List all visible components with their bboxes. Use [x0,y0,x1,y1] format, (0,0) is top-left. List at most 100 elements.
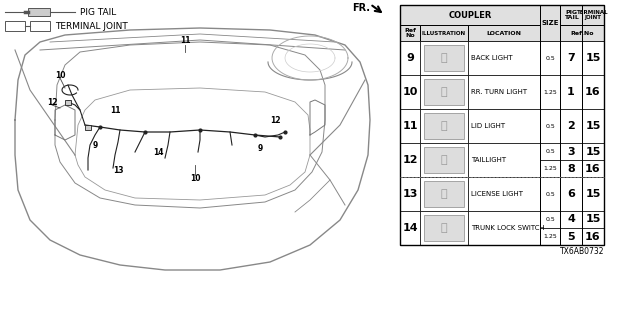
Text: 9: 9 [257,143,262,153]
Bar [420,177,468,211]
Text: TAILLIGHT: TAILLIGHT [471,157,506,163]
Text: 0.5: 0.5 [545,217,555,222]
Bar [540,160,560,177]
Text: 13: 13 [113,165,124,174]
Bar [424,45,464,71]
Bar [560,25,604,41]
Bar [400,41,420,75]
Bar [540,5,560,41]
Bar [540,177,560,211]
Text: 0.5: 0.5 [545,149,555,154]
Text: PIG
TAIL: PIG TAIL [564,10,579,20]
Bar [560,211,582,228]
Bar [424,147,464,173]
Text: 10: 10 [403,87,418,97]
Bar [400,75,420,109]
Text: 7: 7 [567,53,575,63]
Bar [540,143,560,160]
Text: RR. TURN LIGHT: RR. TURN LIGHT [471,89,527,95]
Bar [540,211,560,228]
Text: ⬛: ⬛ [441,87,447,97]
Text: 11: 11 [180,36,190,44]
Bar [424,181,464,207]
Text: TERMINAL
JOINT: TERMINAL JOINT [577,10,609,20]
Bar [420,25,468,41]
Text: 13: 13 [403,189,418,199]
Bar [560,109,582,143]
Text: 16: 16 [585,87,601,97]
Bar [582,41,604,75]
Bar [582,5,604,25]
Bar [420,143,468,177]
Text: 11: 11 [403,121,418,131]
Bar [560,75,582,109]
Bar [582,228,604,245]
Text: 14: 14 [153,148,163,156]
Text: COUPLER: COUPLER [448,11,492,20]
Text: 3: 3 [567,147,575,156]
Text: 9: 9 [92,140,98,149]
Text: TERMINAL JOINT: TERMINAL JOINT [55,21,128,30]
Text: ⬛: ⬛ [441,223,447,233]
Bar [468,25,540,41]
Bar [540,41,560,75]
Bar [468,109,540,143]
Text: 4: 4 [567,214,575,225]
Bar [560,143,582,160]
Bar [65,100,71,105]
Bar [400,25,420,41]
Text: 15: 15 [586,121,601,131]
Bar [582,143,604,160]
Text: 1.25: 1.25 [543,90,557,94]
Bar [400,211,420,245]
Bar [468,143,540,177]
Text: 6: 6 [567,189,575,199]
Bar [424,113,464,139]
Text: 1.25: 1.25 [543,234,557,239]
Text: ILLUSTRATION: ILLUSTRATION [422,30,466,36]
Bar [582,177,604,211]
Bar [582,109,604,143]
Bar [85,124,91,130]
Text: 12: 12 [269,116,280,124]
Text: LID LIGHT: LID LIGHT [471,123,505,129]
Bar [400,143,420,177]
Text: 0.5: 0.5 [545,55,555,60]
Text: 12: 12 [403,155,418,165]
Text: 1: 1 [567,87,575,97]
Bar [540,109,560,143]
Text: 9: 9 [406,53,414,63]
Text: Ref.No: Ref.No [570,30,594,36]
Bar [560,160,582,177]
Text: LOCATION: LOCATION [486,30,522,36]
Bar [540,75,560,109]
Bar [420,75,468,109]
Text: 1.25: 1.25 [543,166,557,171]
Bar [540,228,560,245]
Bar [400,5,540,25]
Text: 15: 15 [586,189,601,199]
Bar [400,109,420,143]
Text: 2: 2 [567,121,575,131]
Bar [468,41,540,75]
Bar [468,75,540,109]
Bar [582,75,604,109]
Bar [5,21,25,31]
Text: 16: 16 [585,164,601,173]
Bar [28,8,50,16]
Text: 16: 16 [585,231,601,242]
Text: 12: 12 [47,98,57,107]
Bar [468,177,540,211]
Bar [420,211,468,245]
Text: FR.: FR. [352,3,370,13]
Text: ⬛: ⬛ [441,53,447,63]
Text: 8: 8 [567,164,575,173]
Bar [560,41,582,75]
Text: 10: 10 [189,173,200,182]
Bar [30,21,50,31]
Bar [420,109,468,143]
Text: Ref
No: Ref No [404,28,416,38]
Bar [560,177,582,211]
Text: 15: 15 [586,147,601,156]
Bar [424,79,464,105]
